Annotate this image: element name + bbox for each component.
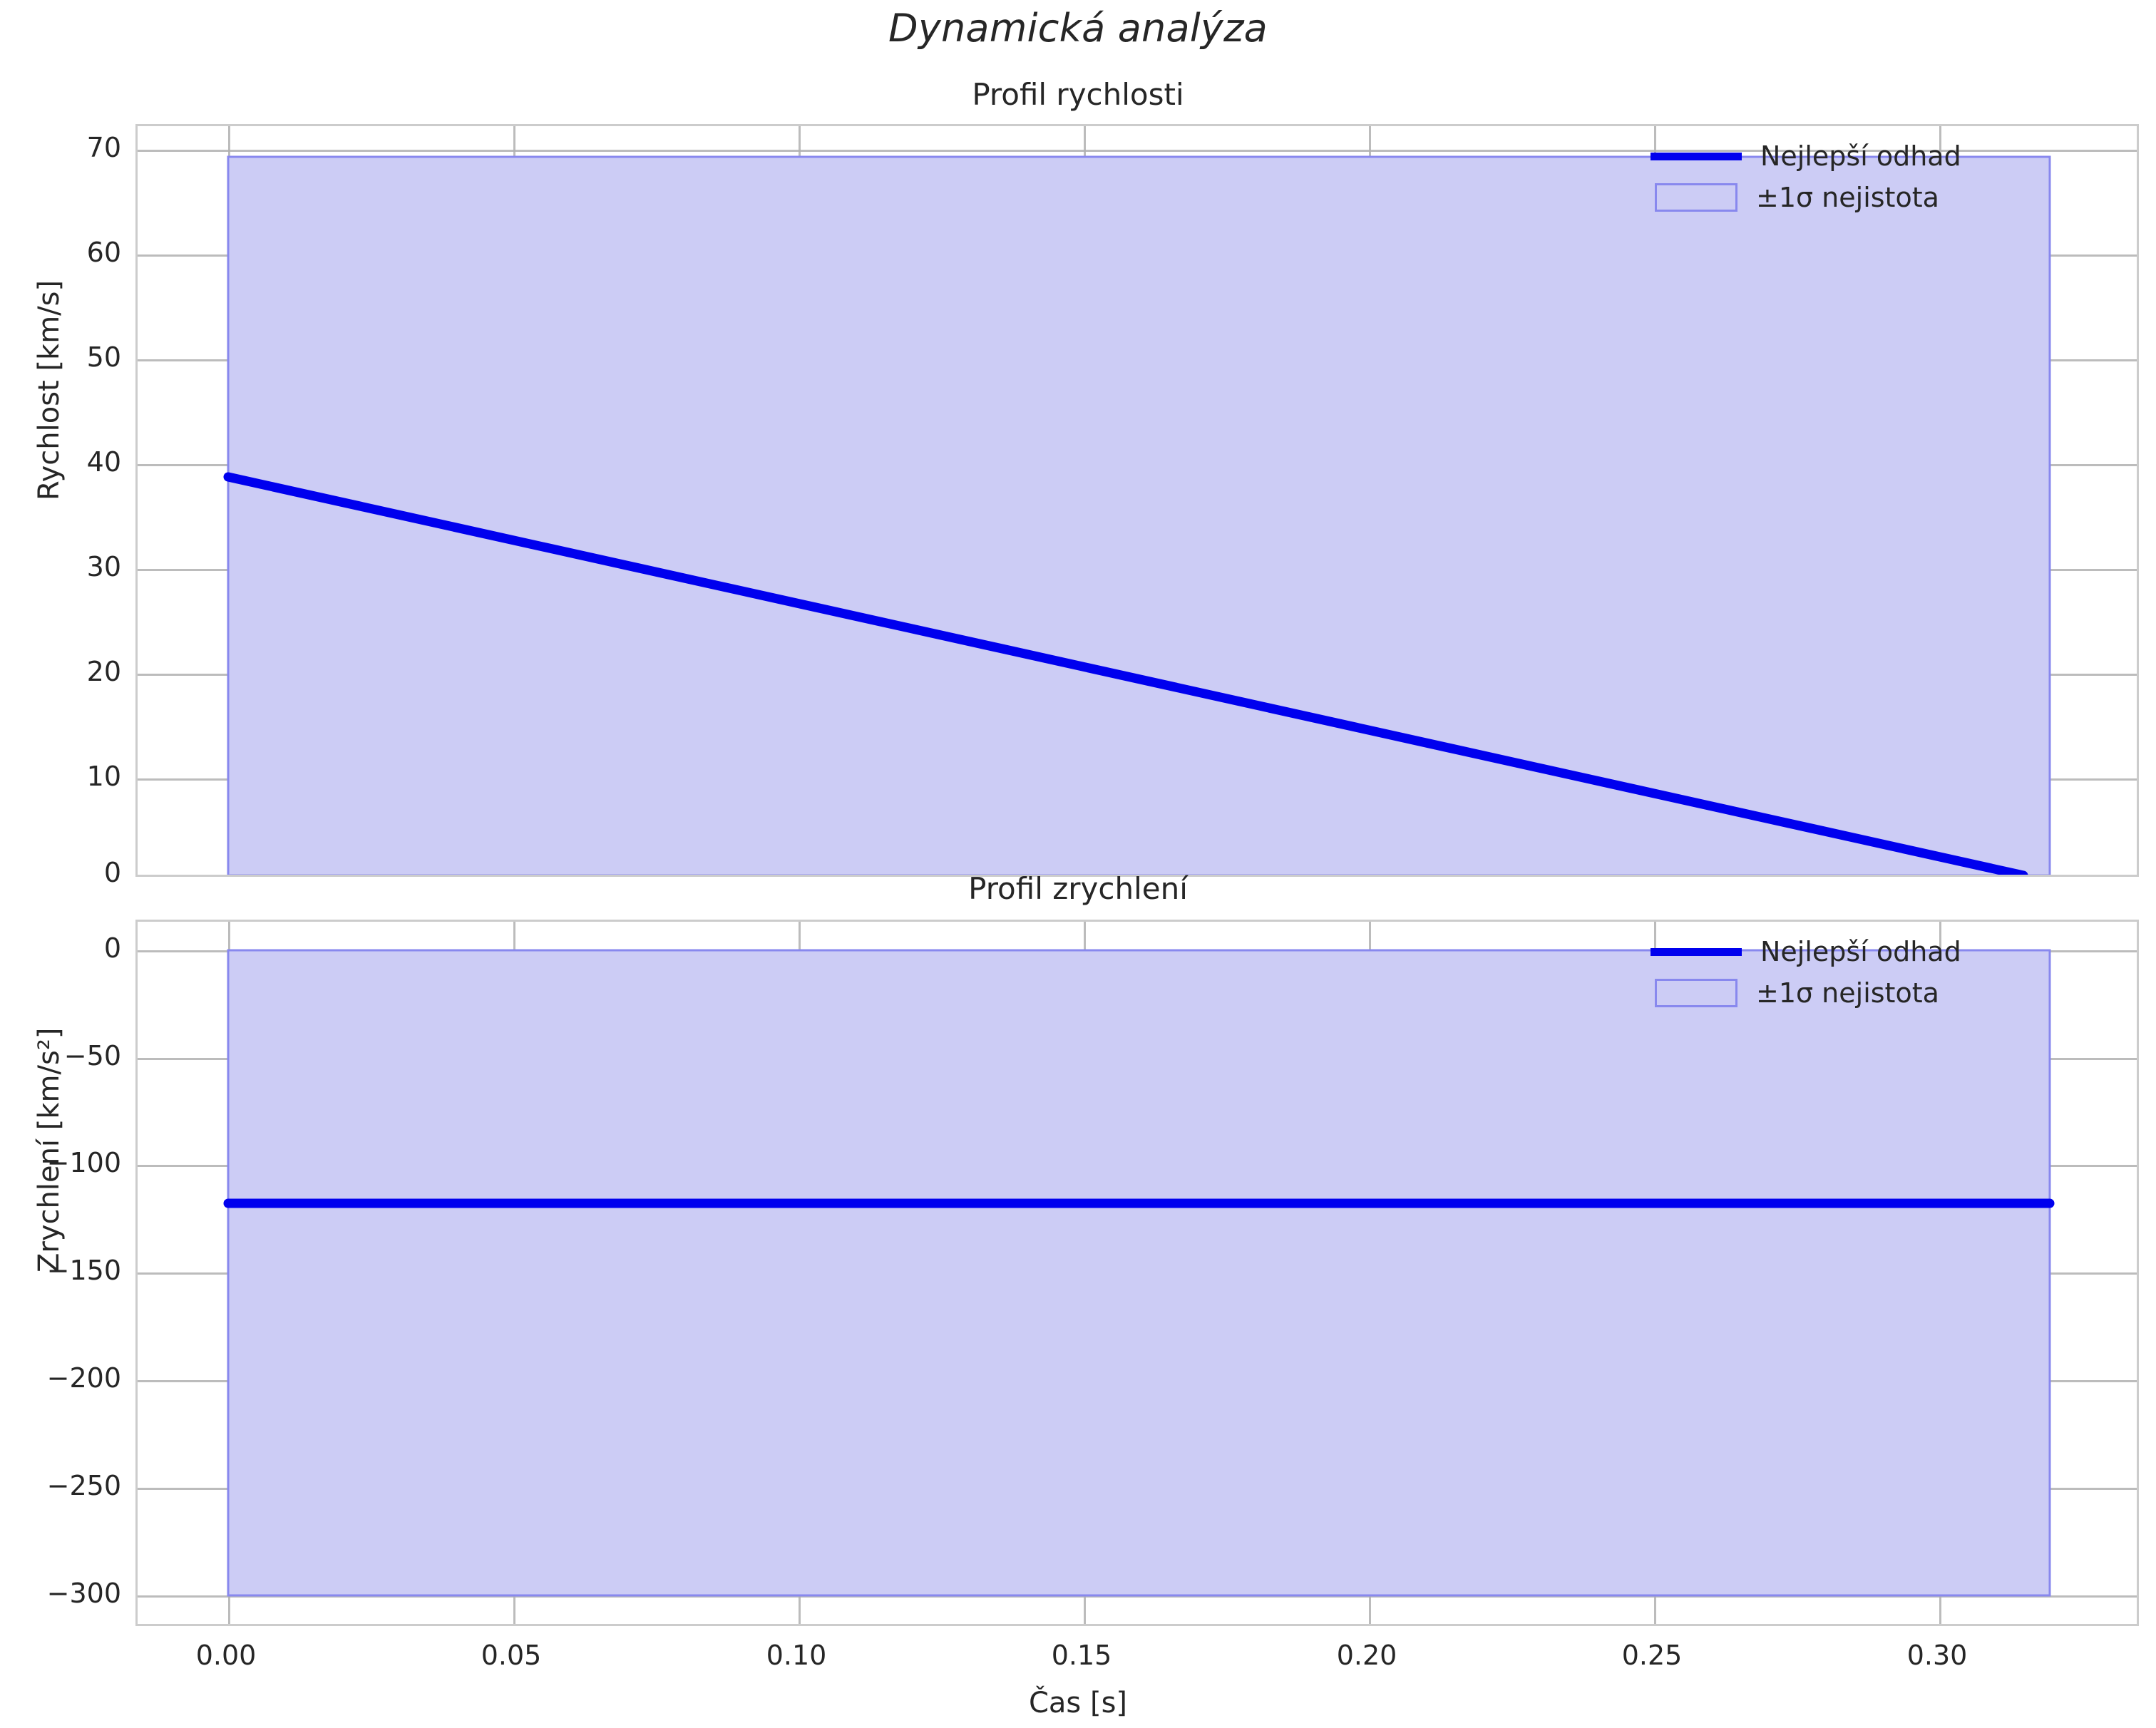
ytick-label: −200 xyxy=(46,1362,121,1394)
xtick-label: 0.30 xyxy=(1906,1640,1968,1671)
legend-entry-band: ±1σ nejistota xyxy=(1651,972,1961,1014)
line-swatch-icon xyxy=(1651,152,1742,160)
acceleration-axes xyxy=(135,920,2139,1626)
ytick-label: 40 xyxy=(86,446,121,478)
ytick-label: 60 xyxy=(86,237,121,268)
acceleration-ylabel: Zrychlení [km/s²] xyxy=(33,1027,66,1272)
gridline-y-70 xyxy=(138,150,2137,152)
velocity-ytick-labels: 70 60 50 40 30 20 10 0 xyxy=(14,124,121,888)
velocity-axes xyxy=(135,124,2139,877)
ytick-label: 0 xyxy=(103,857,121,888)
ytick-label: −250 xyxy=(46,1470,121,1501)
ytick-label: −150 xyxy=(46,1255,121,1286)
band-swatch-icon xyxy=(1655,183,1737,212)
xtick-label: 0.25 xyxy=(1621,1640,1683,1671)
legend-label: ±1σ nejistota xyxy=(1756,182,1939,213)
ytick-label: 10 xyxy=(86,761,121,792)
acceleration-legend: Nejlepší odhad ±1σ nejistota xyxy=(1651,931,1961,1014)
ytick-label: 0 xyxy=(103,932,121,964)
xtick-label: 0.15 xyxy=(1051,1640,1112,1671)
velocity-ylabel: Rychlost [km/s] xyxy=(33,279,66,500)
acceleration-ytick-labels: 0 −50 −100 −150 −200 −250 −300 xyxy=(14,920,121,1626)
xtick-label: 0.05 xyxy=(481,1640,542,1671)
ytick-label: −300 xyxy=(46,1578,121,1609)
legend-label: Nejlepší odhad xyxy=(1760,936,1961,967)
xtick-label: 0.20 xyxy=(1336,1640,1397,1671)
xtick-label: 0.10 xyxy=(766,1640,827,1671)
legend-entry-line: Nejlepší odhad xyxy=(1651,135,1961,177)
band-swatch-icon xyxy=(1655,979,1737,1007)
legend-label: ±1σ nejistota xyxy=(1756,977,1939,1009)
legend-entry-line: Nejlepší odhad xyxy=(1651,931,1961,972)
ytick-label: −100 xyxy=(46,1147,121,1178)
bottom-subplot-title: Profil zrychlení xyxy=(968,871,1188,906)
velocity-uncertainty-band xyxy=(227,155,2051,875)
acceleration-uncertainty-band xyxy=(227,949,2051,1597)
xtick-label: 0.00 xyxy=(195,1640,257,1671)
velocity-plot-area xyxy=(138,126,2137,875)
line-swatch-icon xyxy=(1651,947,1742,956)
ytick-label: 30 xyxy=(86,551,121,582)
ytick-label: 20 xyxy=(86,656,121,687)
ytick-label: −50 xyxy=(63,1040,121,1071)
acceleration-best-estimate-line xyxy=(223,1198,2055,1208)
legend-entry-band: ±1σ nejistota xyxy=(1651,177,1961,218)
top-subplot-title: Profil rychlosti xyxy=(972,77,1184,112)
figure-suptitle: Dynamická analýza xyxy=(888,6,1268,51)
ytick-label: 70 xyxy=(86,132,121,163)
time-xtick-labels: 0.00 0.05 0.10 0.15 0.20 0.25 0.30 xyxy=(135,1640,2139,1675)
ytick-label: 50 xyxy=(86,341,121,373)
legend-label: Nejlepší odhad xyxy=(1760,140,1961,172)
velocity-legend: Nejlepší odhad ±1σ nejistota xyxy=(1651,135,1961,218)
velocity-best-estimate-line xyxy=(223,472,2028,875)
acceleration-plot-area xyxy=(138,922,2137,1624)
time-xlabel: Čas [s] xyxy=(1028,1687,1128,1719)
